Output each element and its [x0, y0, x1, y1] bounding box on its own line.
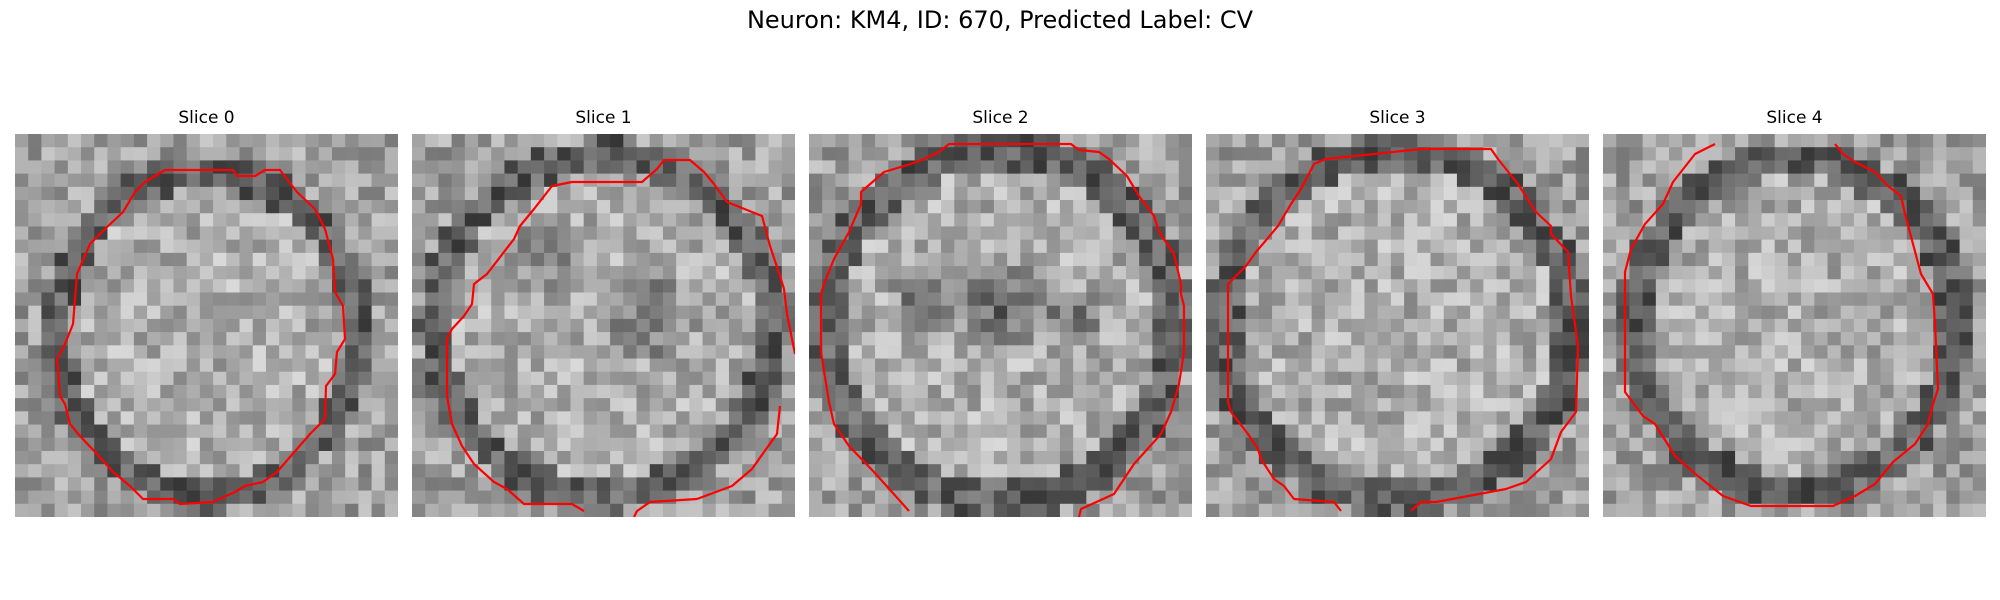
contour-0: [55, 168, 347, 506]
slice-title-0: Slice 0: [178, 108, 235, 128]
grayscale-pixels-4: [1603, 134, 1986, 517]
slice-panel-1: Slice 1: [412, 108, 795, 518]
slice-image-4: [1603, 134, 1986, 517]
slice-image-1: [412, 134, 795, 517]
slice-image-0: [15, 134, 398, 517]
contour-2: [819, 142, 1186, 517]
contour-1: [445, 158, 795, 512]
grayscale-pixels-1: [412, 134, 795, 517]
slice-title-4: Slice 4: [1766, 108, 1823, 128]
slice-image-3: [1206, 134, 1589, 517]
figure-title: Neuron: KM4, ID: 670, Predicted Label: C…: [746, 6, 1254, 34]
contour-4: [1623, 143, 1940, 508]
slice-panel-0: Slice 0: [15, 108, 398, 518]
slice-panel-2: Slice 2: [809, 108, 1192, 518]
grayscale-pixels-2: [809, 134, 1192, 517]
contour-1b: [633, 405, 782, 517]
slice-image-2: [809, 134, 1192, 517]
slice-panel-3: Slice 3: [1206, 108, 1589, 518]
grayscale-pixels-3: [1206, 134, 1589, 517]
contour-3: [1226, 147, 1580, 512]
slice-title-2: Slice 2: [972, 108, 1029, 128]
slice-panel-4: Slice 4: [1603, 108, 1986, 518]
slice-title-3: Slice 3: [1369, 108, 1426, 128]
slice-title-1: Slice 1: [575, 108, 632, 128]
